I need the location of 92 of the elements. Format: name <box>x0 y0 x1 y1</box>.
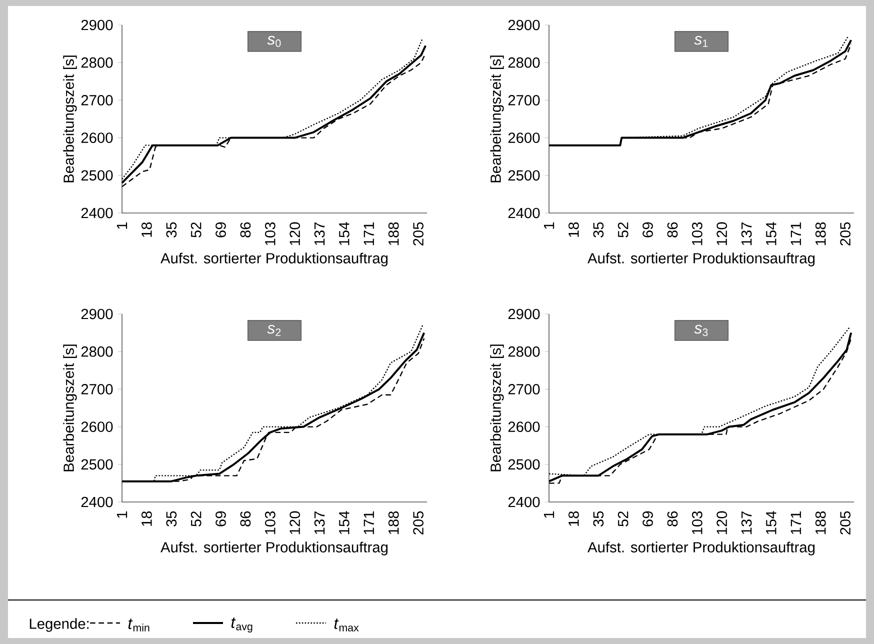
x-tick-label: 52 <box>618 222 628 238</box>
x-tick-label: 86 <box>667 222 678 238</box>
x-tick-label: 69 <box>216 222 226 238</box>
x-tick-label: 171 <box>364 222 374 246</box>
x-tick-label: 86 <box>667 511 678 526</box>
x-tick-label: 137 <box>314 222 325 246</box>
y-axis-title: Bearbeitungszeit [s] <box>490 56 504 182</box>
x-tick-label: 1 <box>116 511 128 518</box>
x-tick-label: 103 <box>692 222 702 246</box>
y-tick-label: 2700 <box>81 384 113 394</box>
x-tick-label: 52 <box>618 511 628 526</box>
y-tick-label: 2500 <box>508 459 540 470</box>
x-tick-label: 103 <box>692 511 702 534</box>
x-tick-label: 1 <box>116 222 128 229</box>
x-tick-label: 171 <box>790 222 801 246</box>
x-tick-label: 205 <box>840 511 850 534</box>
legend-label: t$_{avg}$ <box>231 618 252 632</box>
legend-label: t$_{min}$ <box>128 618 150 632</box>
y-tick-label: 2500 <box>508 170 540 181</box>
y-tick-label: 2900 <box>508 308 540 320</box>
x-tick-label: 18 <box>142 511 152 526</box>
x-tick-label: 205 <box>413 511 424 534</box>
x-tick-label: 137 <box>741 511 752 534</box>
x-tick-label: 18 <box>568 222 579 237</box>
x-tick-label: 205 <box>413 222 424 246</box>
x-tick-label: 86 <box>240 511 251 526</box>
x-tick-label: 137 <box>314 511 325 534</box>
x-tick-label: 120 <box>716 222 728 246</box>
y-tick-label: 2900 <box>81 20 113 30</box>
x-tick-label: 1 <box>544 511 554 518</box>
y-tick-label: 2700 <box>508 95 540 106</box>
x-axis-title: Aufst. sortierter Produktionsauftrag <box>160 252 388 266</box>
x-axis-title: Aufst. sortierter Produktionsauftrag <box>588 542 815 556</box>
y-tick-label: 2800 <box>81 346 113 357</box>
y-tick-label: 2400 <box>508 496 540 508</box>
x-tick-label: 120 <box>290 511 300 534</box>
y-tick-label: 2700 <box>81 95 113 106</box>
y-tick-label: 2400 <box>81 496 113 508</box>
y-tick-label: 2500 <box>81 170 113 181</box>
y-axis-title: Bearbeitungszeit [s] <box>63 56 77 182</box>
y-axis-title: Bearbeitungszeit [s] <box>490 344 504 472</box>
x-tick-label: 154 <box>339 222 350 246</box>
x-tick-label: 120 <box>290 222 300 246</box>
y-tick-label: 2900 <box>81 308 113 320</box>
y-tick-label: 2600 <box>81 422 113 432</box>
text: s$_{0}$ <box>267 36 281 47</box>
text: s$_{2}$ <box>267 324 281 336</box>
x-tick-label: 103 <box>264 511 276 534</box>
y-tick-label: 2800 <box>81 57 113 68</box>
x-tick-label: 171 <box>790 511 801 534</box>
x-tick-label: 1 <box>544 222 554 229</box>
text: s$_{3}$ <box>694 324 708 336</box>
y-tick-label: 2400 <box>508 208 540 218</box>
legend-label: t$_{max}$ <box>334 618 359 632</box>
y-tick-label: 2600 <box>508 422 540 432</box>
x-tick-label: 154 <box>339 511 350 534</box>
x-tick-label: 188 <box>815 222 826 246</box>
y-tick-label: 2600 <box>508 132 540 143</box>
x-tick-label: 35 <box>166 222 177 238</box>
x-tick-label: 188 <box>388 511 399 534</box>
y-tick-label: 2600 <box>81 132 113 143</box>
x-tick-label: 205 <box>840 222 850 246</box>
x-axis-title: Aufst. sortierter Produktionsauftrag <box>588 252 815 266</box>
x-tick-label: 154 <box>766 222 776 246</box>
x-axis-title: Aufst. sortierter Produktionsauftrag <box>160 542 388 556</box>
x-tick-label: 137 <box>741 222 752 246</box>
y-tick-label: 2500 <box>81 459 113 470</box>
x-tick-label: 69 <box>216 511 226 526</box>
x-tick-label: 171 <box>364 511 374 534</box>
x-tick-label: 52 <box>190 222 202 238</box>
x-tick-label: 103 <box>264 222 276 246</box>
x-tick-label: 18 <box>568 511 579 526</box>
x-tick-label: 52 <box>190 511 202 526</box>
x-tick-label: 188 <box>388 222 399 246</box>
y-tick-label: 2400 <box>81 208 113 218</box>
x-tick-label: 35 <box>166 511 177 526</box>
x-tick-label: 18 <box>142 222 152 237</box>
x-tick-label: 86 <box>240 222 251 238</box>
y-tick-label: 2900 <box>508 20 540 30</box>
x-tick-label: 35 <box>593 222 604 238</box>
text: s$_{1}$ <box>694 36 708 47</box>
legend-title: Legende: <box>30 618 89 632</box>
x-tick-label: 69 <box>642 222 653 238</box>
x-tick-label: 188 <box>815 511 826 534</box>
x-tick-label: 35 <box>593 511 604 526</box>
x-tick-label: 154 <box>766 511 776 534</box>
y-tick-label: 2800 <box>508 346 540 357</box>
x-tick-label: 120 <box>716 511 728 534</box>
y-tick-label: 2700 <box>508 384 540 394</box>
y-tick-label: 2800 <box>508 57 540 68</box>
x-tick-label: 69 <box>642 511 653 526</box>
y-axis-title: Bearbeitungszeit [s] <box>63 344 77 472</box>
